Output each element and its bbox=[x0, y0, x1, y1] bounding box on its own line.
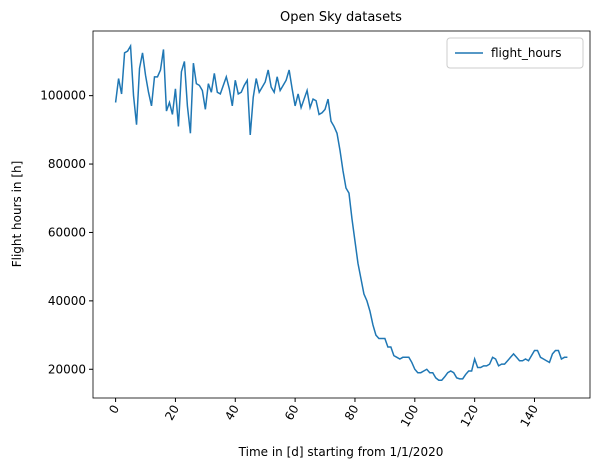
y-tick-label: 80000 bbox=[48, 157, 86, 171]
legend-box bbox=[446, 37, 584, 69]
chart-title: Open Sky datasets bbox=[280, 10, 402, 25]
data-line bbox=[114, 43, 568, 381]
x-tick-label: 20 bbox=[162, 403, 182, 423]
y-axis-label: Flight hours in [h] bbox=[10, 161, 24, 268]
y-tick-label: 100000 bbox=[40, 89, 86, 103]
x-tick-label: 0 bbox=[106, 403, 122, 417]
x-tick-label: 100 bbox=[398, 403, 422, 430]
y-tick-label: 40000 bbox=[48, 294, 86, 308]
legend-label: flight_hours bbox=[491, 46, 562, 60]
y-tick-label: 20000 bbox=[48, 362, 86, 376]
x-tick-label: 120 bbox=[458, 403, 482, 430]
x-tick-label: 80 bbox=[342, 403, 362, 423]
x-tick-label: 40 bbox=[222, 403, 242, 423]
x-tick-label: 140 bbox=[518, 403, 542, 430]
x-axis-label: Time in [d] starting from 1/1/2020 bbox=[238, 445, 444, 459]
x-tick-label: 60 bbox=[282, 403, 302, 423]
y-tick-label: 60000 bbox=[48, 225, 86, 239]
plot-frame bbox=[92, 30, 591, 399]
